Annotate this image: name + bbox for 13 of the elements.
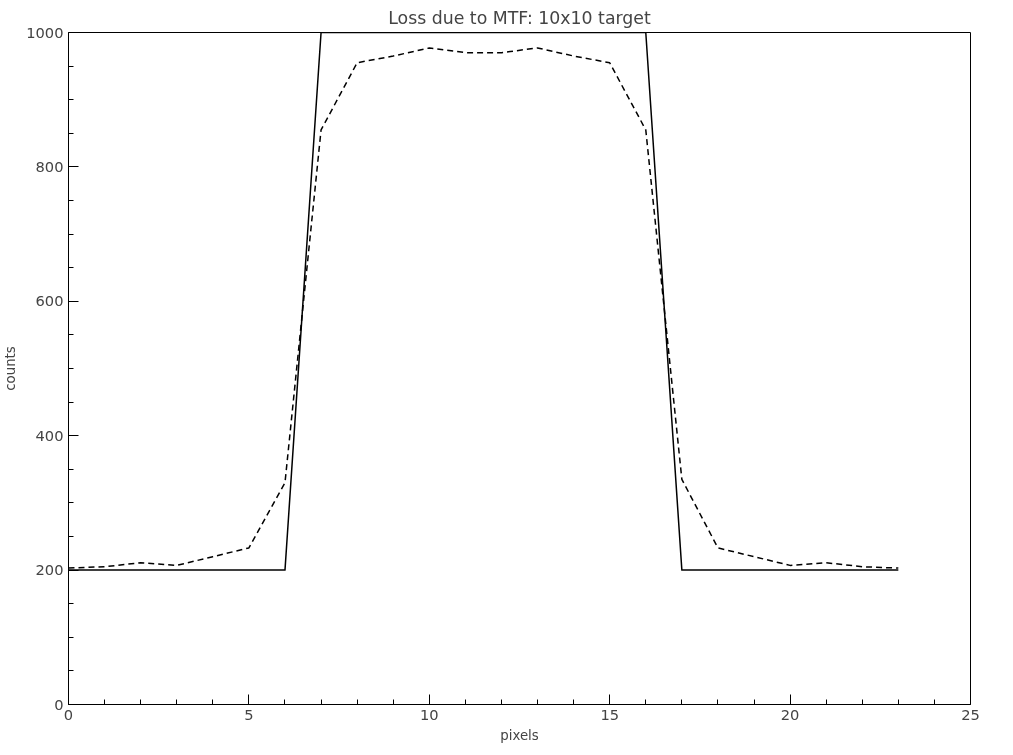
y-axis-title: counts [3, 346, 19, 391]
x-tick-label: 5 [244, 705, 254, 723]
y-tick-label: 600 [35, 292, 64, 310]
chart-title: Loss due to MTF: 10x10 target [388, 7, 652, 28]
y-tick-label: 400 [35, 426, 64, 444]
y-tick-label: 800 [35, 157, 64, 175]
x-tick-label: 10 [419, 705, 439, 723]
y-tick-label: 1000 [26, 23, 64, 41]
y-tick-label: 200 [35, 561, 64, 579]
x-tick-label: 15 [600, 705, 620, 723]
x-tick-label: 25 [961, 705, 980, 723]
x-axis-title: pixels [500, 727, 539, 743]
x-tick-label: 20 [780, 705, 800, 723]
